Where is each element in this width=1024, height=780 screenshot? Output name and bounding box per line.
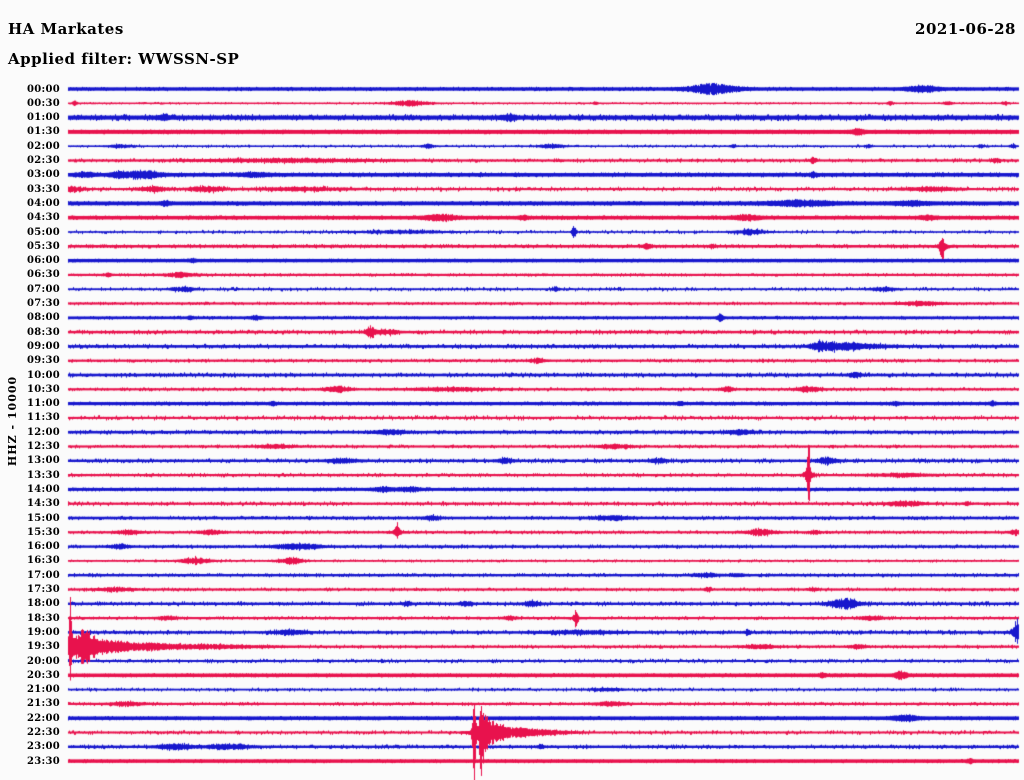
row-time-label: 00:00 bbox=[26, 83, 60, 95]
row-time-label: 02:30 bbox=[26, 155, 60, 166]
row-time-label: 21:00 bbox=[26, 684, 60, 696]
row-time-label: 23:00 bbox=[26, 741, 60, 753]
row-time-label: 17:00 bbox=[26, 569, 60, 581]
row-time-label: 08:00 bbox=[26, 312, 60, 324]
row-time-label: 22:30 bbox=[26, 727, 60, 738]
row-time-label: 09:30 bbox=[26, 355, 60, 367]
row-time-label: 06:30 bbox=[26, 269, 60, 281]
row-time-label: 16:30 bbox=[26, 555, 60, 567]
row-time-label: 11:30 bbox=[26, 412, 60, 424]
row-time-label: 13:00 bbox=[26, 455, 60, 467]
row-time-label: 02:00 bbox=[26, 140, 60, 152]
row-time-label: 15:00 bbox=[26, 512, 60, 524]
row-time-label: 13:30 bbox=[26, 469, 60, 481]
row-time-label: 06:00 bbox=[26, 255, 60, 267]
row-time-label: 07:00 bbox=[26, 283, 60, 295]
applied-filter-label: Applied filter: WWSSN-SP bbox=[8, 50, 240, 68]
row-time-label: 10:00 bbox=[26, 369, 60, 381]
row-time-label: 14:00 bbox=[26, 483, 60, 495]
row-time-label: 08:30 bbox=[26, 326, 60, 338]
row-time-label: 03:00 bbox=[26, 169, 60, 181]
row-time-label: 18:30 bbox=[26, 612, 60, 624]
row-time-label: 11:00 bbox=[26, 398, 60, 410]
row-time-label: 17:30 bbox=[26, 584, 60, 595]
row-time-label: 23:30 bbox=[26, 755, 60, 767]
row-time-label: 04:30 bbox=[26, 212, 60, 224]
row-time-label: 07:30 bbox=[26, 298, 60, 309]
row-time-label: 19:30 bbox=[26, 641, 60, 653]
row-time-label: 09:00 bbox=[26, 340, 60, 352]
row-time-label: 03:30 bbox=[26, 183, 60, 195]
row-time-label: 12:00 bbox=[26, 426, 60, 438]
row-time-label: 20:00 bbox=[26, 655, 60, 667]
date-label: 2021-06-28 bbox=[915, 20, 1016, 38]
row-time-label: 15:30 bbox=[26, 526, 60, 538]
station-title: HA Markates bbox=[8, 20, 124, 38]
row-time-label: 21:30 bbox=[26, 698, 60, 710]
row-time-label: 05:00 bbox=[26, 226, 60, 238]
row-time-label: 01:30 bbox=[26, 126, 60, 138]
row-time-label: 14:30 bbox=[26, 498, 60, 510]
row-time-label: 01:00 bbox=[26, 112, 60, 124]
row-time-label: 22:00 bbox=[26, 712, 60, 724]
row-time-label: 19:00 bbox=[26, 626, 60, 638]
row-time-label: 12:30 bbox=[26, 441, 60, 452]
row-time-label: 00:30 bbox=[26, 97, 60, 109]
row-time-label: 20:30 bbox=[26, 669, 60, 681]
row-time-label: 04:00 bbox=[26, 197, 60, 209]
row-time-label: 18:00 bbox=[26, 598, 60, 610]
row-time-label: 10:30 bbox=[26, 383, 60, 395]
row-time-label: 05:30 bbox=[26, 240, 60, 252]
row-time-label: 16:00 bbox=[26, 541, 60, 553]
